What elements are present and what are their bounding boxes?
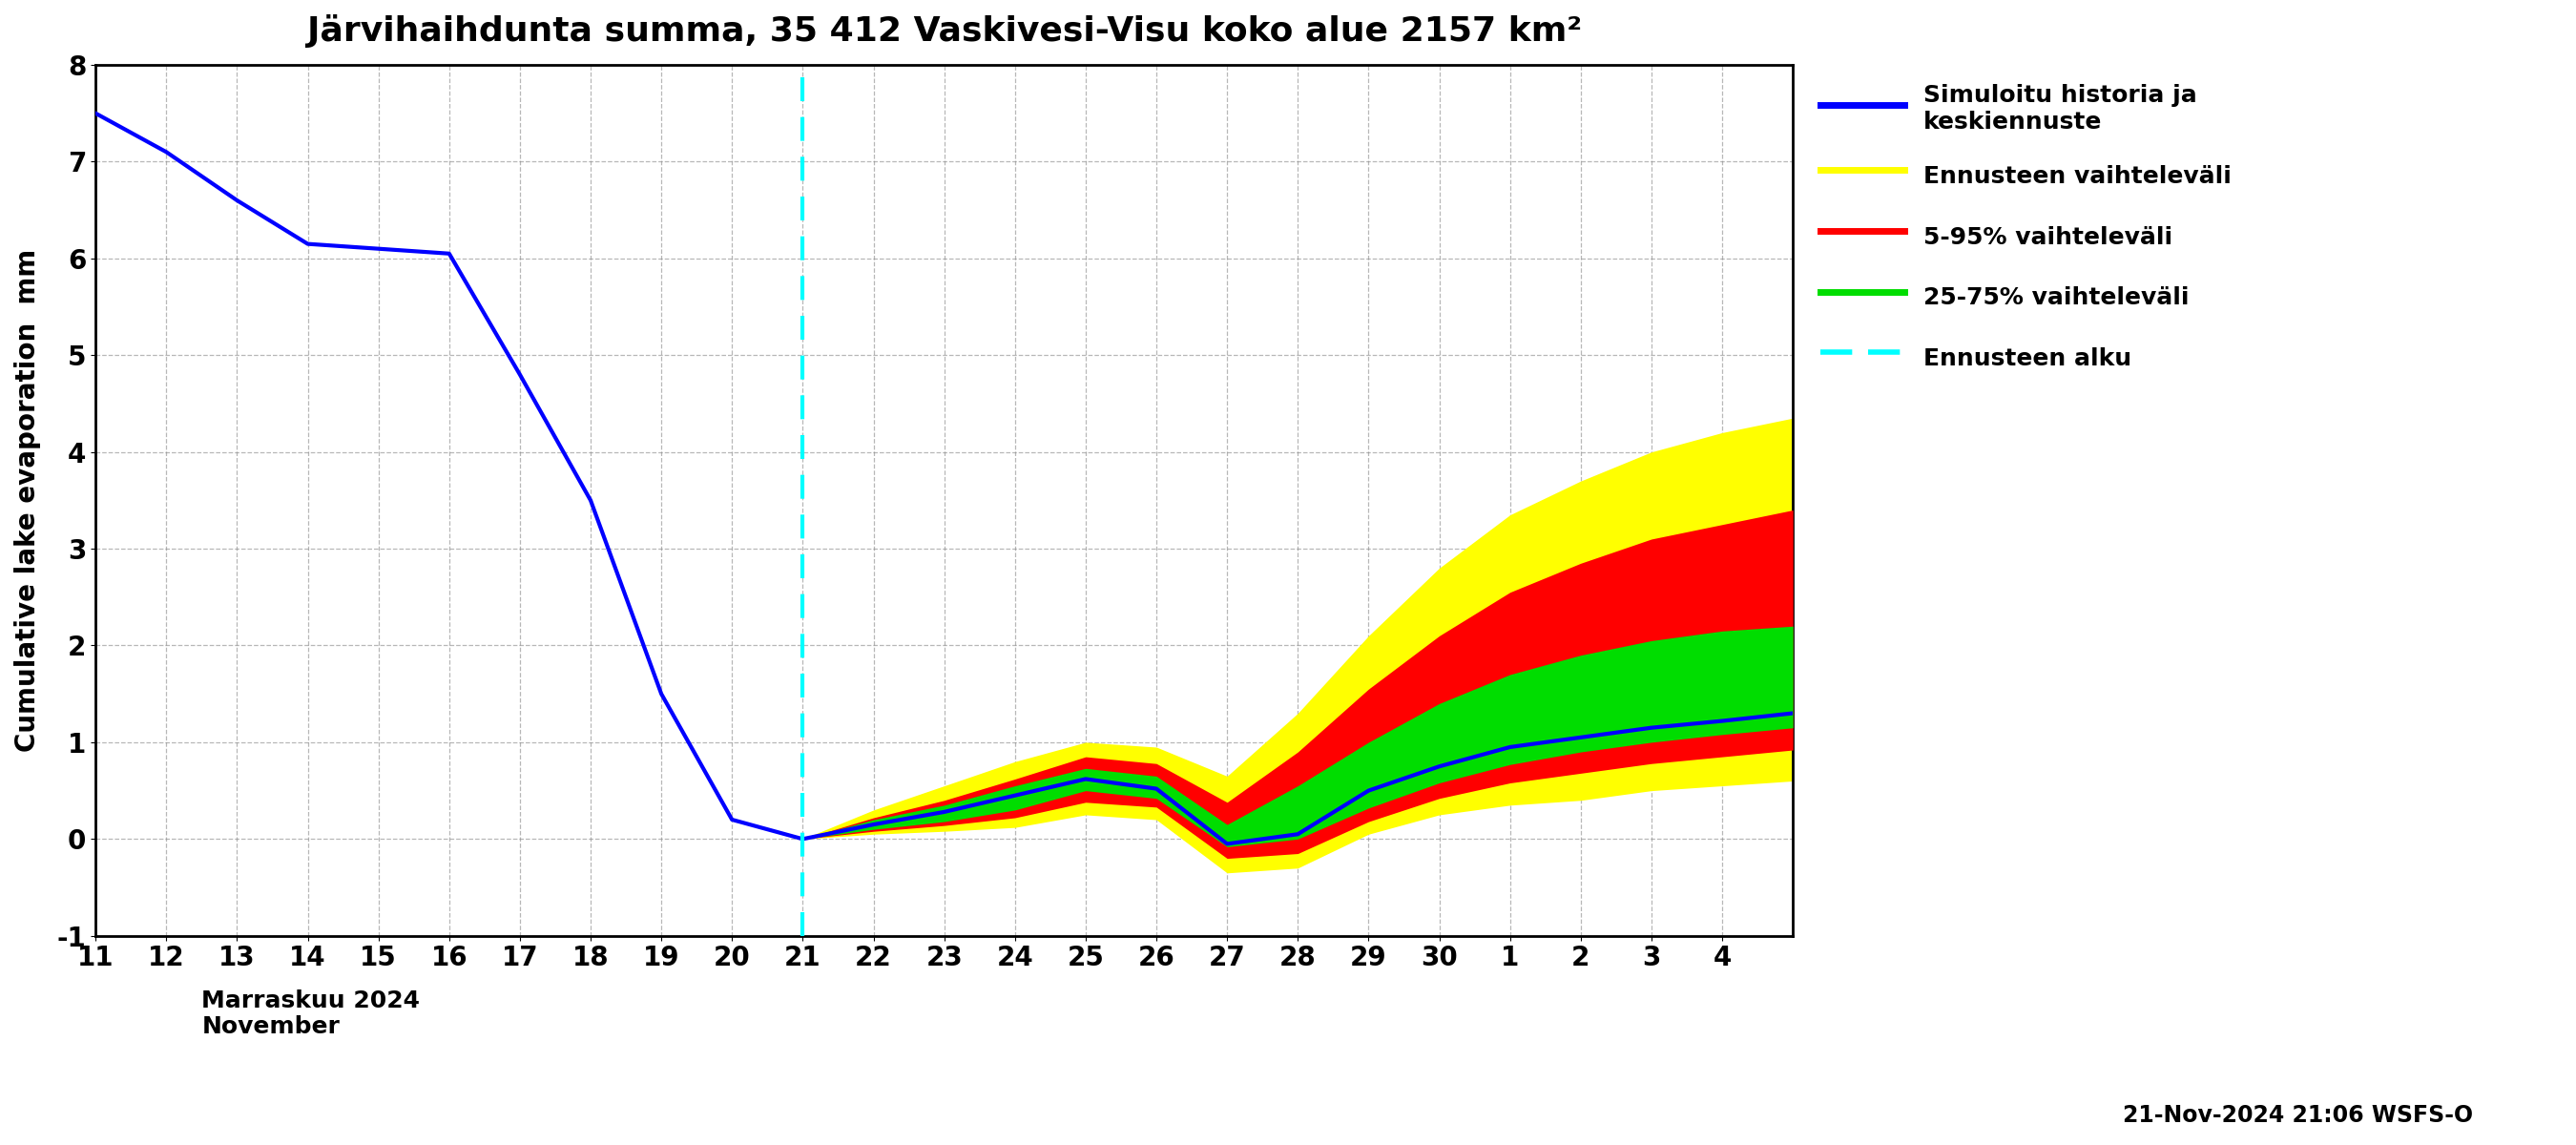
Y-axis label: Cumulative lake evaporation  mm: Cumulative lake evaporation mm [15, 248, 41, 752]
Title: Järvihaihdunta summa, 35 412 Vaskivesi-Visu koko alue 2157 km²: Järvihaihdunta summa, 35 412 Vaskivesi-V… [307, 14, 1582, 48]
Legend: Simuloitu historia ja
keskiennuste, Ennusteen vaihteleväli, 5-95% vaihteleväli, : Simuloitu historia ja keskiennuste, Ennu… [1814, 77, 2239, 384]
Text: Marraskuu 2024
November: Marraskuu 2024 November [201, 989, 420, 1039]
Text: 21-Nov-2024 21:06 WSFS-O: 21-Nov-2024 21:06 WSFS-O [2123, 1104, 2473, 1127]
